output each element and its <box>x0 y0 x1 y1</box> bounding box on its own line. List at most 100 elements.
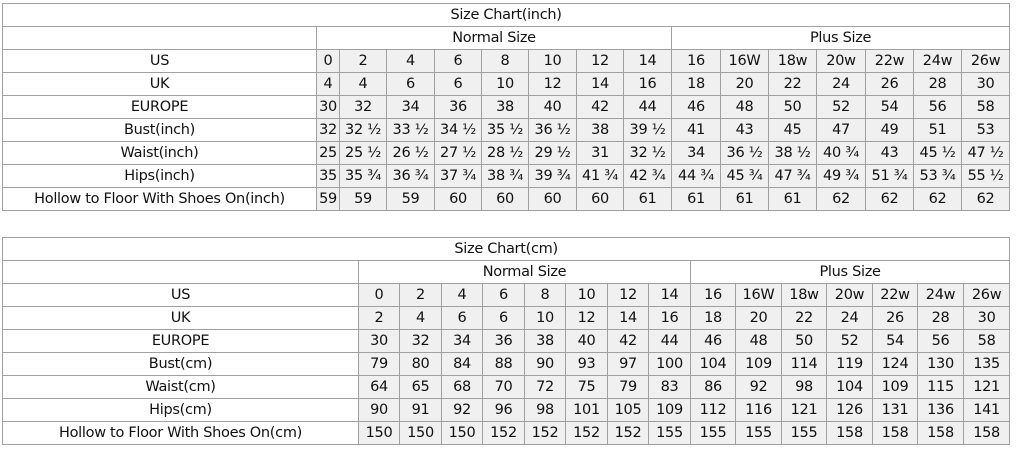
size-value-cell: 51 <box>913 118 962 142</box>
plus-size-header: Plus Size <box>689 260 1011 284</box>
size-value-cell: 32 <box>339 95 387 119</box>
size-value-cell: 12 <box>576 49 624 73</box>
size-value-cell: 49 <box>865 118 914 142</box>
size-value-cell: 90 <box>358 398 400 422</box>
normal-size-header: Normal Size <box>316 26 672 50</box>
size-value-cell: 130 <box>917 352 964 376</box>
table-row: Bust(cm) 79 80 84 88 90 93 97 100 104 109 114 119 124… <box>2 352 1011 376</box>
size-value-cell: 36 ½ <box>720 141 769 165</box>
size-value-cell: 44 <box>623 95 672 119</box>
size-value-cell: 58 <box>960 95 1011 119</box>
size-value-cell: 84 <box>441 352 483 376</box>
size-value-cell: 60 <box>434 187 482 211</box>
size-value-cell: 14 <box>576 72 624 96</box>
size-value-cell: 109 <box>872 375 918 399</box>
size-value-cell: 56 <box>913 95 962 119</box>
size-value-cell: 98 <box>781 375 827 399</box>
size-value-cell: 34 ½ <box>434 118 482 142</box>
table-title: Size Chart(inch) <box>1 3 1011 27</box>
size-value-cell: 2 <box>358 306 400 330</box>
size-value-cell: 24w <box>917 283 964 307</box>
size-value-cell: 22 <box>781 306 827 330</box>
size-value-cell: 98 <box>524 398 566 422</box>
table-row: EUROPE 30 32 34 36 38 40 42 44 46 48 50 52 54 56 58 <box>2 95 1011 119</box>
size-value-cell: 101 <box>565 398 608 422</box>
table-row: Waist(cm) 64 65 68 70 72 75 79 83 86 92 98 104 109 115… <box>2 375 1011 399</box>
size-value-cell: 14 <box>623 49 672 73</box>
size-value-cell: 4 <box>316 72 340 96</box>
size-value-cell: 33 ½ <box>386 118 435 142</box>
row-label: UK <box>2 72 317 96</box>
size-value-cell: 131 <box>872 398 918 422</box>
size-value-cell: 24 <box>826 306 873 330</box>
empty-header-cell <box>2 26 317 50</box>
size-value-cell: 60 <box>576 187 624 211</box>
size-value-cell: 26 <box>872 306 918 330</box>
size-value-cell: 28 <box>917 306 964 330</box>
size-value-cell: 20 <box>735 306 782 330</box>
size-value-cell: 26 ½ <box>386 141 435 165</box>
size-value-cell: 97 <box>607 352 649 376</box>
size-value-cell: 8 <box>481 49 529 73</box>
size-value-cell: 10 <box>524 306 566 330</box>
size-value-cell: 53 ¾ <box>913 164 962 188</box>
size-value-cell: 30 <box>316 95 340 119</box>
size-value-cell: 6 <box>482 306 525 330</box>
size-value-cell: 12 <box>528 72 577 96</box>
size-value-cell: 150 <box>441 421 483 445</box>
size-value-cell: 105 <box>607 398 649 422</box>
size-value-cell: 31 <box>576 141 624 165</box>
size-value-cell: 116 <box>735 398 782 422</box>
size-value-cell: 8 <box>524 283 566 307</box>
size-value-cell: 50 <box>768 95 817 119</box>
table-row: Hollow to Floor With Shoes On(inch) 59 59 5… <box>2 187 1011 211</box>
size-value-cell: 34 <box>386 95 435 119</box>
size-value-cell: 4 <box>441 283 483 307</box>
size-value-cell: 18w <box>768 49 817 73</box>
row-label: US <box>2 49 317 73</box>
size-value-cell: 39 ¾ <box>528 164 577 188</box>
size-value-cell: 36 ½ <box>528 118 577 142</box>
size-value-cell: 75 <box>565 375 608 399</box>
size-value-cell: 79 <box>358 352 400 376</box>
size-value-cell: 119 <box>826 352 873 376</box>
table-row: Hips(cm) 90 91 92 96 98 101 105 109 112 116 121 126 1… <box>2 398 1011 422</box>
size-value-cell: 150 <box>399 421 442 445</box>
size-value-cell: 80 <box>399 352 442 376</box>
size-value-cell: 42 <box>576 95 624 119</box>
size-value-cell: 22w <box>865 49 914 73</box>
size-value-cell: 88 <box>482 352 525 376</box>
size-value-cell: 104 <box>690 352 736 376</box>
size-value-cell: 35 ½ <box>481 118 529 142</box>
size-value-cell: 20 <box>720 72 769 96</box>
size-value-cell: 4 <box>399 306 442 330</box>
row-label: Hips(inch) <box>2 164 317 188</box>
size-value-cell: 28 <box>913 72 962 96</box>
size-value-cell: 39 ½ <box>623 118 672 142</box>
size-value-cell: 12 <box>565 306 608 330</box>
size-value-cell: 60 <box>481 187 529 211</box>
size-value-cell: 70 <box>482 375 525 399</box>
size-value-cell: 10 <box>481 72 529 96</box>
size-value-cell: 150 <box>358 421 400 445</box>
size-value-cell: 158 <box>917 421 964 445</box>
row-label: Bust(inch) <box>2 118 317 142</box>
table-row: US 0 2 4 6 8 10 12 14 16 16W 18w 20w 22w 24w 26w <box>2 49 1011 73</box>
row-label: Waist(cm) <box>2 375 359 399</box>
size-value-cell: 40 ¾ <box>816 141 866 165</box>
size-value-cell: 96 <box>482 398 525 422</box>
size-value-cell: 35 <box>316 164 340 188</box>
size-value-cell: 62 <box>960 187 1011 211</box>
size-value-cell: 22 <box>768 72 817 96</box>
size-value-cell: 38 <box>524 329 566 353</box>
size-value-cell: 10 <box>565 283 608 307</box>
row-label: Hollow to Floor With Shoes On(cm) <box>2 421 359 445</box>
size-value-cell: 30 <box>960 72 1011 96</box>
size-value-cell: 135 <box>962 352 1011 376</box>
size-value-cell: 64 <box>358 375 400 399</box>
size-value-cell: 72 <box>524 375 566 399</box>
size-value-cell: 91 <box>399 398 442 422</box>
size-value-cell: 155 <box>648 421 691 445</box>
size-value-cell: 59 <box>386 187 435 211</box>
